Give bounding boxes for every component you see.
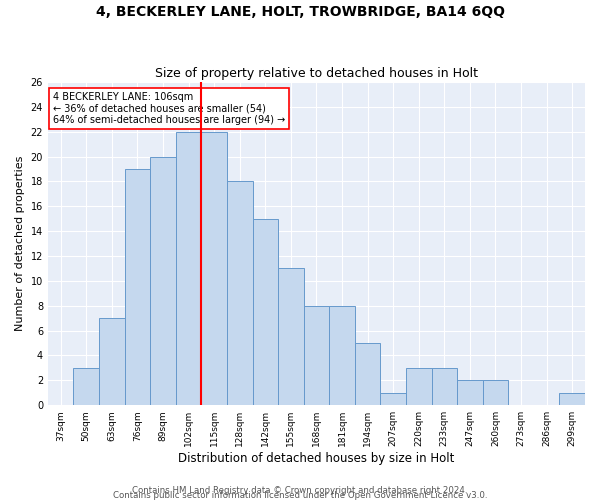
Text: 4, BECKERLEY LANE, HOLT, TROWBRIDGE, BA14 6QQ: 4, BECKERLEY LANE, HOLT, TROWBRIDGE, BA1…	[95, 5, 505, 19]
Bar	[227, 182, 253, 405]
Y-axis label: Number of detached properties: Number of detached properties	[15, 156, 25, 332]
Bar	[559, 393, 585, 405]
Bar	[380, 393, 406, 405]
Bar	[99, 318, 125, 405]
Bar	[431, 368, 457, 405]
Bar	[73, 368, 99, 405]
X-axis label: Distribution of detached houses by size in Holt: Distribution of detached houses by size …	[178, 452, 455, 465]
Bar	[355, 343, 380, 405]
Bar	[482, 380, 508, 405]
Bar	[176, 132, 202, 405]
Bar	[304, 306, 329, 405]
Bar	[329, 306, 355, 405]
Title: Size of property relative to detached houses in Holt: Size of property relative to detached ho…	[155, 66, 478, 80]
Bar	[150, 156, 176, 405]
Bar	[406, 368, 431, 405]
Bar	[253, 219, 278, 405]
Bar	[202, 132, 227, 405]
Bar	[457, 380, 482, 405]
Text: Contains public sector information licensed under the Open Government Licence v3: Contains public sector information licen…	[113, 491, 487, 500]
Bar	[125, 169, 150, 405]
Text: Contains HM Land Registry data © Crown copyright and database right 2024.: Contains HM Land Registry data © Crown c…	[132, 486, 468, 495]
Bar	[278, 268, 304, 405]
Text: 4 BECKERLEY LANE: 106sqm
← 36% of detached houses are smaller (54)
64% of semi-d: 4 BECKERLEY LANE: 106sqm ← 36% of detach…	[53, 92, 286, 125]
